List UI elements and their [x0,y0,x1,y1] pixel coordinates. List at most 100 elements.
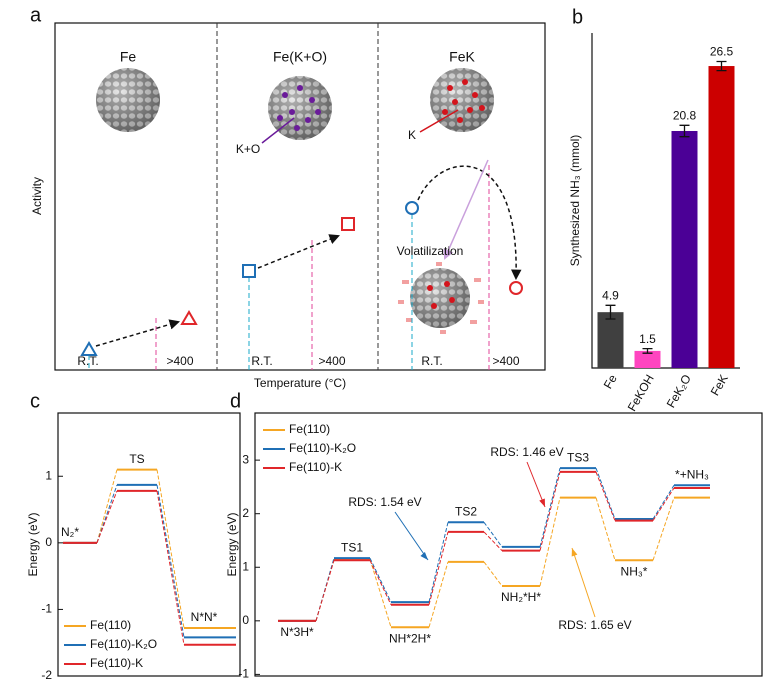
y-tick-label: 0 [242,613,249,627]
connector [595,471,616,521]
connector [428,561,449,628]
markers [80,201,523,356]
y-axis-label: Energy (eV) [225,512,239,576]
process-label: Volatilization [397,244,464,258]
state-label: TS [129,452,144,466]
y-tick-label: 1 [45,468,52,482]
x-tick-label: FeK₂O [664,372,694,410]
y-tick-label: 3 [242,452,249,466]
connector [652,487,675,521]
connector [156,490,185,645]
panel-title: FeK [449,49,475,65]
bar [597,312,624,368]
error-bar [642,347,653,354]
y-tick-label: -2 [41,668,52,682]
state-label: *+NH₃ [675,467,709,481]
panel-title: Fe(K+O) [273,49,327,65]
connector [96,469,118,543]
state-label: TS1 [341,540,363,554]
connector [315,560,335,621]
state-label: N₂* [61,525,79,539]
connector [369,560,392,605]
connector [595,467,616,520]
pointer [419,109,459,133]
dopant-label: K+O [236,142,260,156]
bar [634,350,661,368]
annotation: RDS: 1.65 eV [558,618,631,632]
value-label: 1.5 [639,332,656,346]
legend-label: Fe(110)-K₂O [90,637,157,651]
panel-frame [54,22,546,371]
pointer [261,117,295,144]
annotation-arrow [571,547,596,618]
sphere [268,76,332,140]
y-axis-label: Synthesized NH₃ (mmol) [568,135,582,267]
y-tick-label: 1 [242,559,249,573]
connector [652,485,675,520]
plot-frame [254,412,763,677]
connector [428,522,449,603]
state-label: N*3H* [280,625,314,639]
connector [539,471,561,551]
arrow-head [420,552,428,560]
arrow [443,159,489,260]
state-label: NH₃* [621,564,648,578]
sphere [430,68,494,132]
low-temp-label: R.T. [421,354,442,368]
panel-title: Fe [120,49,137,65]
value-label: 20.8 [673,108,697,122]
legend-label: Fe(110) [90,618,131,632]
legend-label: Fe(110) [289,422,330,436]
connector [96,484,118,543]
dopant-label: K [408,128,416,142]
state-label: NH₂*H* [501,590,541,604]
connector [483,521,503,548]
annotation-arrow [394,511,429,561]
connector [483,531,503,552]
x-axis-label: Temperature (°C) [254,376,346,390]
y-tick-label: 2 [242,506,249,520]
connector [652,497,675,561]
connector [595,497,616,561]
sphere [398,262,484,334]
panel-label: c [30,390,40,412]
connector [428,531,449,605]
high-temp-label: >400 [318,354,345,368]
connector [156,469,185,629]
annotation-arrow [526,461,546,508]
low-temp-label: R.T. [77,354,98,368]
connector [539,468,561,548]
connector [369,559,392,628]
state-label: TS2 [455,504,477,518]
panel-a [54,22,546,371]
low-temp-label: R.T. [251,354,272,368]
annotation: RDS: 1.46 eV [490,445,563,459]
bar [671,130,698,368]
y-axis-label: Energy (eV) [26,512,40,576]
connector [369,557,392,603]
y-axis-label: Activity [30,177,44,215]
guides [88,165,490,370]
arrows [95,165,522,347]
y-tick-label: 0 [45,535,52,549]
panel-label: d [230,390,241,412]
high-temp-label: >400 [492,354,519,368]
connector [539,497,561,587]
connector [483,561,503,587]
legend-label: Fe(110)-K [90,656,143,670]
error-bar [716,60,727,72]
value-label: 4.9 [602,289,619,303]
legend-label: Fe(110)-K [289,460,342,474]
value-label: 26.5 [710,45,734,59]
high-temp-label: >400 [166,354,193,368]
state-label: N*N* [191,610,218,624]
x-tick-label: FeKOH [625,372,657,414]
sphere [96,68,160,132]
bar [708,66,735,368]
panel-label: a [30,4,42,26]
state-label: NH*2H* [389,631,431,645]
panel-label: b [572,6,583,28]
connector [156,484,185,638]
x-tick-label: FeK [708,372,731,398]
